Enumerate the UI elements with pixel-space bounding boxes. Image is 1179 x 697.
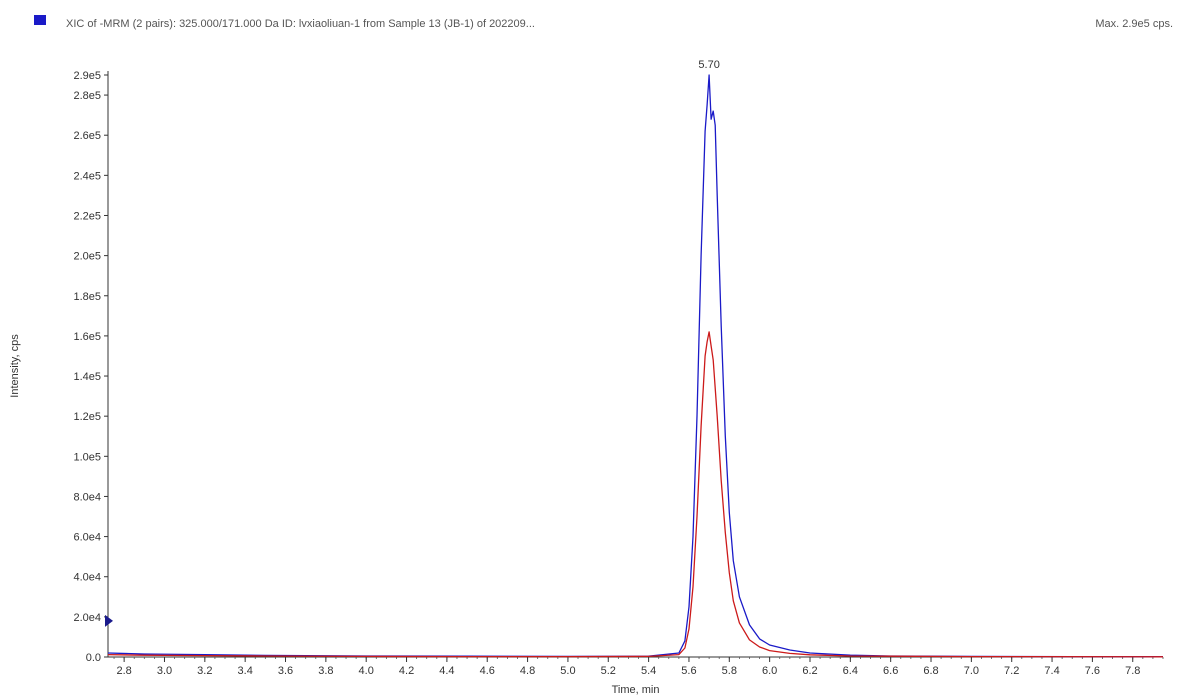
peak-annotation-label: 5.70 <box>698 59 719 71</box>
x-tick-label: 6.6 <box>883 665 898 677</box>
y-tick-label: 1.2e5 <box>73 411 101 423</box>
x-tick-label: 5.8 <box>722 665 737 677</box>
x-tick-label: 2.8 <box>116 665 131 677</box>
x-tick-label: 3.4 <box>238 665 253 677</box>
legend-swatch <box>34 15 46 25</box>
y-tick-label: 4.0e4 <box>73 572 101 584</box>
y-tick-label: 2.2e5 <box>73 210 101 222</box>
x-tick-label: 4.2 <box>399 665 414 677</box>
x-tick-label: 7.6 <box>1085 665 1100 677</box>
chart-header-title: XIC of -MRM (2 pairs): 325.000/171.000 D… <box>66 18 535 30</box>
x-axis-title: Time, min <box>612 684 660 696</box>
x-tick-label: 6.0 <box>762 665 777 677</box>
x-axis-ticks: 2.8 3.0 3.2 3.4 3.6 3.8 4.0 4.2 4.4 4.6 4.8 5.0 5.2 5… <box>113 657 1164 677</box>
chart-axes <box>107 71 1163 658</box>
x-tick-label: 5.6 <box>681 665 696 677</box>
series-line-1 <box>107 74 1164 658</box>
series-line-2 <box>107 331 1164 658</box>
y-tick-label: 0.0 <box>86 652 101 664</box>
x-tick-label: 5.0 <box>560 665 575 677</box>
y-tick-label: 1.0e5 <box>73 451 101 463</box>
x-tick-label: 5.2 <box>601 665 616 677</box>
x-tick-label: 4.4 <box>439 665 454 677</box>
y-axis-title: Intensity, cps <box>9 334 21 398</box>
x-tick-label: 6.2 <box>802 665 817 677</box>
y-tick-label: 2.6e5 <box>73 130 101 142</box>
y-tick-label: 2.8e5 <box>73 90 101 102</box>
x-tick-label: 7.0 <box>964 665 979 677</box>
y-tick-label: 2.9e5 <box>73 70 101 82</box>
y-axis-ticks: 0.0 2.0e4 4.0e4 6.0e4 8.0e4 1.0e5 1.2e5 1.4e5 1.… <box>73 70 108 664</box>
x-tick-label: 4.8 <box>520 665 535 677</box>
y-tick-label: 8.0e4 <box>73 491 101 503</box>
y-tick-label: 1.6e5 <box>73 331 101 343</box>
max-intensity-label: Max. 2.9e5 cps. <box>1095 18 1173 30</box>
x-tick-label: 3.8 <box>318 665 333 677</box>
x-tick-label: 4.6 <box>480 665 495 677</box>
x-tick-label: 6.8 <box>923 665 938 677</box>
x-tick-label: 7.2 <box>1004 665 1019 677</box>
x-tick-label: 3.2 <box>197 665 212 677</box>
x-tick-label: 7.8 <box>1125 665 1140 677</box>
x-tick-label: 5.4 <box>641 665 656 677</box>
x-tick-label: 3.0 <box>157 665 172 677</box>
y-tick-label: 2.0e5 <box>73 251 101 263</box>
y-tick-label: 1.8e5 <box>73 291 101 303</box>
y-tick-label: 2.4e5 <box>73 170 101 182</box>
y-tick-label: 2.0e4 <box>73 612 101 624</box>
y-axis-marker <box>105 614 113 627</box>
x-tick-label: 6.4 <box>843 665 858 677</box>
y-tick-label: 1.4e5 <box>73 371 101 383</box>
x-tick-label: 7.4 <box>1044 665 1059 677</box>
chart-series <box>107 74 1164 658</box>
x-tick-label: 3.6 <box>278 665 293 677</box>
y-tick-label: 6.0e4 <box>73 532 101 544</box>
x-tick-label: 4.0 <box>359 665 374 677</box>
